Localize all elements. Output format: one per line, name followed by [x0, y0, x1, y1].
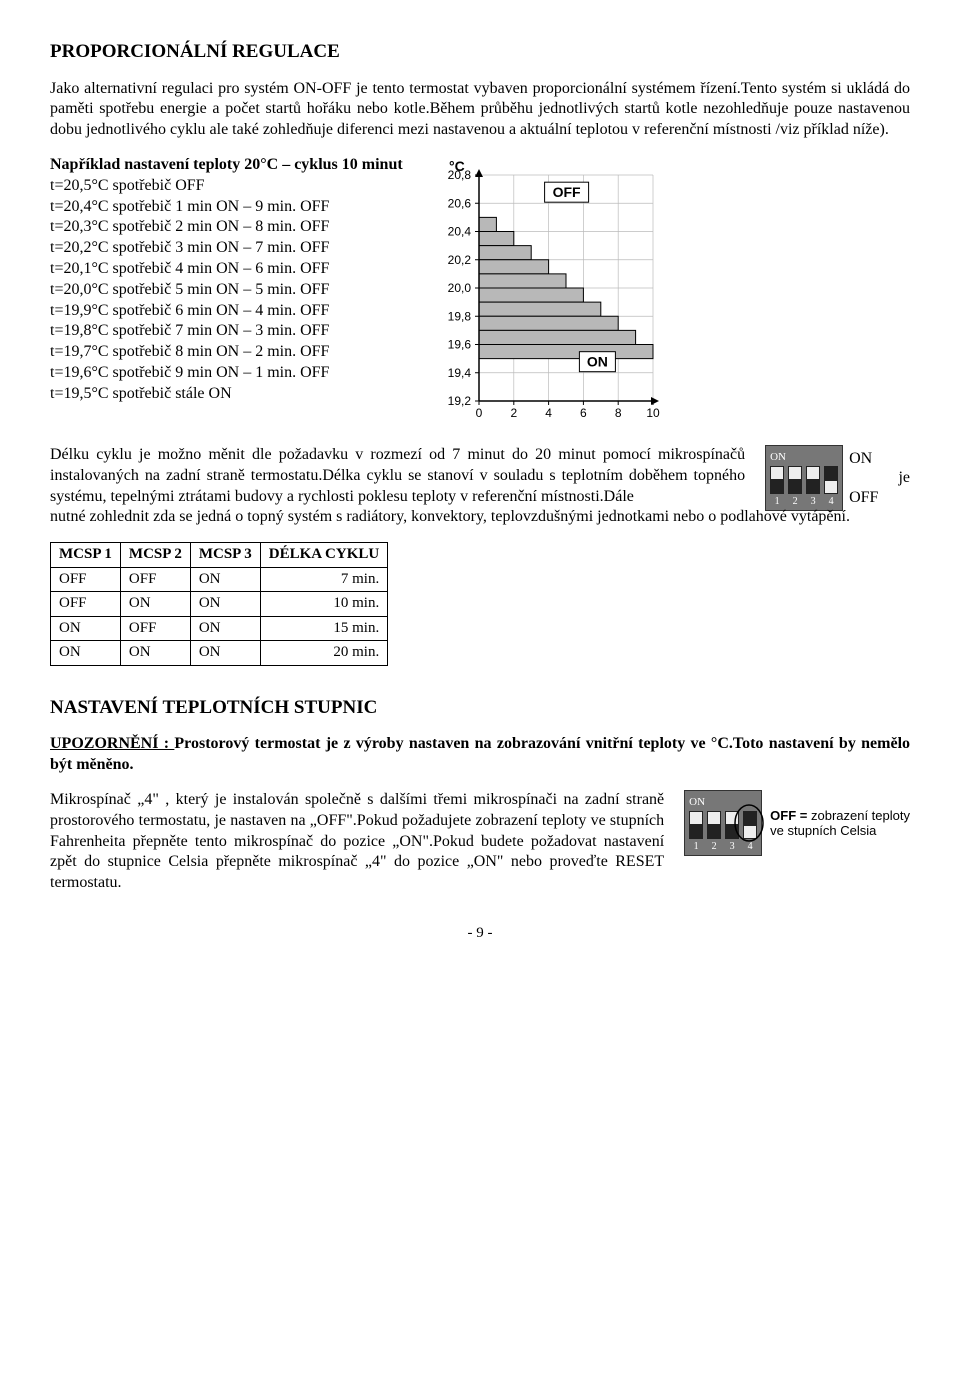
svg-text:8: 8	[615, 406, 622, 420]
table-cell: ON	[51, 641, 121, 666]
svg-text:19,4: 19,4	[447, 366, 471, 380]
dip1-side-on: ON	[849, 449, 878, 470]
table-cell: 10 min.	[260, 592, 387, 617]
table-cell: ON	[190, 616, 260, 641]
cycle-paragraph: Délku cyklu je možno měnit dle požadavku…	[50, 445, 745, 507]
cycle-para-a: Délku cyklu je možno měnit dle požadavku…	[50, 446, 745, 505]
svg-text:ON: ON	[587, 354, 608, 370]
table-header-cell: MCSP 1	[51, 543, 121, 568]
dip-switch-2: ON 1234 OFF = zobrazení teploty ve stupn…	[684, 790, 910, 856]
table-cell: ON	[120, 592, 190, 617]
dip2-eq-text1: zobrazení teploty	[811, 808, 910, 823]
cycle-para-c: nutné zohlednit zda se jedná o topný sys…	[50, 507, 910, 528]
dip-knob	[825, 481, 837, 493]
table-cell: ON	[120, 641, 190, 666]
dip-num: 1	[689, 840, 703, 853]
table-header-cell: DÉLKA CYKLU	[260, 543, 387, 568]
example-line: t=19,5°C spotřebič stále ON	[50, 384, 403, 405]
table-header-cell: MCSP 2	[120, 543, 190, 568]
example-line: t=20,2°C spotřebič 3 min ON – 7 min. OFF	[50, 238, 403, 259]
dip-slot	[689, 811, 703, 839]
svg-text:20,0: 20,0	[447, 281, 471, 295]
table-cell: ON	[190, 592, 260, 617]
svg-text:19,6: 19,6	[447, 338, 471, 352]
table-cell: 15 min.	[260, 616, 387, 641]
dip-knob	[807, 467, 819, 479]
table-row: OFFOFFON7 min.	[51, 567, 388, 592]
svg-text:10: 10	[646, 406, 660, 420]
dip-slot	[788, 466, 802, 494]
example-line: t=19,8°C spotřebič 7 min ON – 3 min. OFF	[50, 321, 403, 342]
svg-text:20,4: 20,4	[447, 225, 471, 239]
example-line: t=20,1°C spotřebič 4 min ON – 6 min. OFF	[50, 259, 403, 280]
svg-text:0: 0	[475, 406, 482, 420]
example-line: t=20,0°C spotřebič 5 min ON – 5 min. OFF	[50, 280, 403, 301]
svg-text:20,6: 20,6	[447, 196, 471, 210]
dip-slot	[770, 466, 784, 494]
dip-switch-1: ON 1234 ON OFF	[765, 445, 878, 511]
dip-slot	[707, 811, 721, 839]
example-block: Například nastavení teploty 20°C – cyklu…	[50, 155, 403, 405]
section-heading-2: NASTAVENÍ TEPLOTNÍCH STUPNIC	[50, 696, 910, 721]
example-title: Například nastavení teploty 20°C – cyklu…	[50, 156, 403, 173]
svg-text:OFF: OFF	[552, 184, 580, 200]
example-line: t=19,6°C spotřebič 9 min ON – 1 min. OFF	[50, 363, 403, 384]
dip2-eq-text2: ve stupních Celsia	[770, 823, 876, 838]
table-cell: 7 min.	[260, 567, 387, 592]
proportional-chart: °C20,820,620,420,220,019,819,619,419,202…	[433, 155, 663, 425]
example-line: t=20,3°C spotřebič 2 min ON – 8 min. OFF	[50, 217, 403, 238]
dip-knob	[690, 812, 702, 824]
celsius-paragraph: Mikrospínač „4" , který je instalován sp…	[50, 790, 664, 894]
table-cell: OFF	[51, 592, 121, 617]
example-line: t=19,7°C spotřebič 8 min ON – 2 min. OFF	[50, 342, 403, 363]
example-line: t=20,4°C spotřebič 1 min ON – 9 min. OFF	[50, 197, 403, 218]
table-row: OFFONON10 min.	[51, 592, 388, 617]
cycle-length-table: MCSP 1MCSP 2MCSP 3DÉLKA CYKLU OFFOFFON7 …	[50, 542, 388, 666]
dip-slot	[806, 466, 820, 494]
dip2-eq-label: OFF =	[770, 808, 807, 823]
dip2-circle-icon	[733, 793, 767, 843]
table-cell: ON	[190, 641, 260, 666]
dip1-side-off: OFF	[849, 488, 878, 509]
example-line: t=20,5°C spotřebič OFF	[50, 176, 403, 197]
table-cell: ON	[51, 616, 121, 641]
dip-slot	[824, 466, 838, 494]
table-cell: 20 min.	[260, 641, 387, 666]
svg-text:4: 4	[545, 406, 552, 420]
page-number: - 9 -	[50, 924, 910, 944]
table-cell: OFF	[51, 567, 121, 592]
svg-text:2: 2	[510, 406, 517, 420]
warning-paragraph: UPOZORNĚNÍ : Prostorový termostat je z v…	[50, 734, 910, 776]
dip-num: 2	[707, 840, 721, 853]
table-row: ONONON20 min.	[51, 641, 388, 666]
svg-text:20,8: 20,8	[447, 168, 471, 182]
table-cell: OFF	[120, 616, 190, 641]
dip-knob	[789, 467, 801, 479]
example-line: t=19,9°C spotřebič 6 min ON – 4 min. OFF	[50, 301, 403, 322]
dip1-on-label: ON	[770, 450, 838, 464]
table-row: ONOFFON15 min.	[51, 616, 388, 641]
table-cell: OFF	[120, 567, 190, 592]
section-heading-1: PROPORCIONÁLNÍ REGULACE	[50, 40, 910, 65]
svg-text:6: 6	[580, 406, 587, 420]
svg-text:19,8: 19,8	[447, 309, 471, 323]
warning-text: Prostorový termostat je z výroby nastave…	[50, 735, 910, 773]
table-cell: ON	[190, 567, 260, 592]
table-header-cell: MCSP 3	[190, 543, 260, 568]
warning-label: UPOZORNĚNÍ :	[50, 735, 174, 752]
dip-knob	[708, 812, 720, 824]
svg-text:20,2: 20,2	[447, 253, 471, 267]
intro-paragraph: Jako alternativní regulaci pro systém ON…	[50, 79, 910, 141]
cycle-para-b: je	[898, 468, 910, 489]
dip-knob	[771, 467, 783, 479]
svg-text:19,2: 19,2	[447, 394, 471, 408]
